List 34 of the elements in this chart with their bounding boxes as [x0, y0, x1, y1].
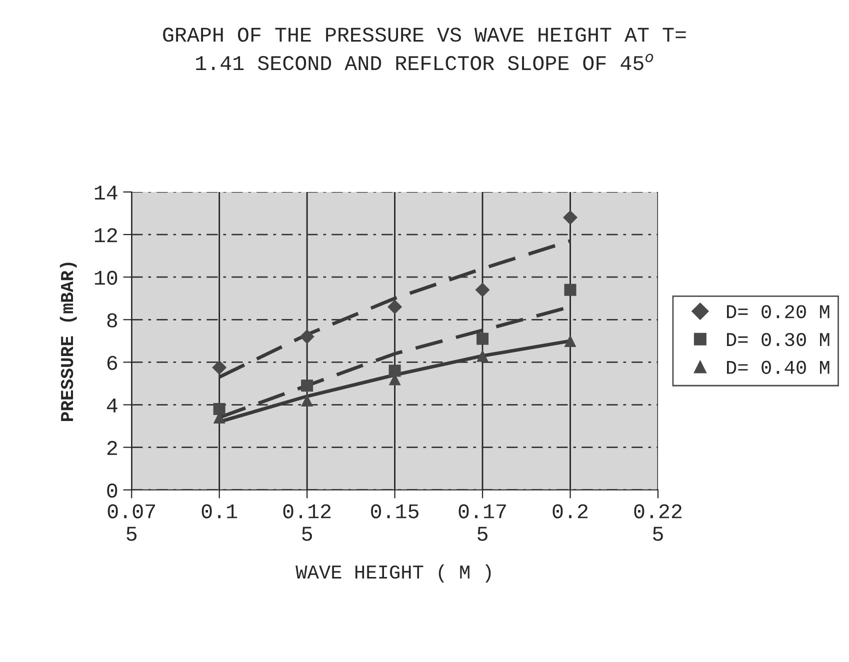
y-axis-title: PRESSURE (mBAR) [60, 262, 77, 421]
point [388, 364, 401, 377]
legend-label: D= 0.20 M [727, 305, 830, 318]
point [564, 334, 576, 347]
point [301, 394, 314, 407]
point [564, 284, 576, 296]
x-tick-label: 0.12 5 [283, 504, 331, 541]
point [212, 360, 227, 375]
x-axis-title: WAVE HEIGHT ( M ) [296, 564, 491, 583]
chart-title: GRAPH OF THE PRESSURE VS WAVE HEIGHT AT T= 1.41 SECOND AND REFLCTOR SLOPE OF 45$^{o}$ [163, 28, 686, 70]
point [213, 403, 226, 416]
point [476, 350, 489, 362]
y-tick-label: 10 [94, 270, 118, 285]
y-tick-label: 6 [107, 356, 118, 370]
point [475, 282, 490, 298]
x-tick-label: 0.07 5 [108, 504, 155, 541]
y-tick-label: 14 [94, 186, 118, 200]
point [476, 332, 489, 345]
y-tick-label: 4 [106, 398, 118, 412]
legend-label: D= 0.40 M [727, 360, 830, 374]
x-tick-label: 0.17 5 [458, 504, 506, 541]
point [562, 210, 578, 225]
x-tick-label: 0.2 [552, 504, 588, 518]
y-tick-label: 8 [107, 313, 118, 328]
x-tick-label: 0.1 [202, 504, 238, 518]
y-tick-label: 12 [94, 228, 117, 242]
point [300, 329, 314, 344]
point [301, 380, 314, 392]
point [388, 300, 402, 314]
x-tick-label: 0.15 [371, 504, 418, 518]
y-tick-label: 0 [107, 483, 118, 498]
y-tick-label: 2 [107, 440, 117, 455]
x-tick-label: 0.22 5 [634, 504, 682, 541]
legend-label: D= 0.30 M [727, 332, 830, 346]
